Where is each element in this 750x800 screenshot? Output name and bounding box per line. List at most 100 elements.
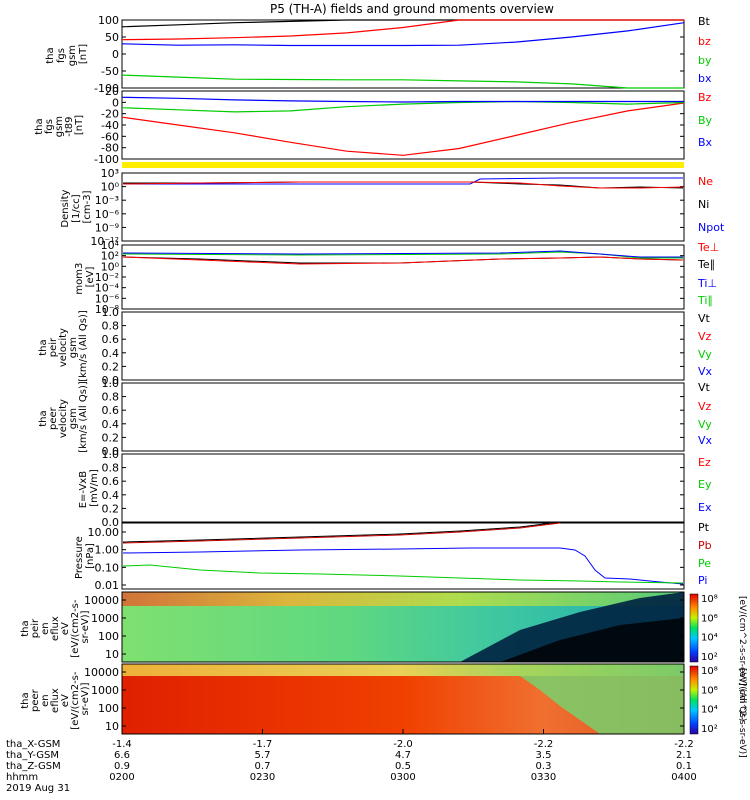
panel-9-ylabel-line: eflux: [50, 616, 61, 641]
series-bz: [121, 102, 685, 156]
legend-vx-e: Vx: [698, 434, 713, 447]
series-by: [121, 74, 684, 89]
legend-by: by: [698, 54, 712, 67]
density-ne: [122, 181, 684, 189]
panel-4-ylabel-line: [eV]: [85, 267, 96, 288]
xtick-label: 0.3: [536, 761, 552, 772]
panel-7-ylabel: E=-VxB [mV/m]: [78, 468, 100, 509]
panel-efield: 1.00.80.60.40.20.0 E=-VxB [mV/m] Ez Ey E…: [78, 448, 712, 529]
xtick-label: 2.1: [676, 750, 692, 761]
series-bt: [121, 19, 684, 28]
panel-9-ylabel-line: [eV/(cm2-s-: [70, 599, 81, 658]
panel-3-ylabel-line: [1/cc]: [71, 194, 82, 223]
panel-fgs-t89: 200-20-40-60-80-100 tha fgs gsm -t89 [nT…: [34, 85, 713, 166]
ytick-label: 10³: [101, 167, 119, 180]
colorbar-tick-label: 10²: [701, 724, 718, 735]
ytick-label: 0.6: [102, 333, 120, 346]
legend-pe: Pe: [698, 557, 711, 570]
ytick-label: 10⁻⁶: [95, 208, 120, 221]
legend-ni: Ni: [698, 198, 709, 211]
panel-10-ylabel-line: tha: [20, 692, 31, 708]
electron-green-region: [520, 676, 684, 734]
ytick-label: 0.4: [102, 489, 120, 502]
ytick-label: 10000: [84, 666, 119, 679]
ytick-label: 0: [112, 96, 119, 109]
legend-vz: Vz: [698, 330, 712, 343]
ytick-label: 100: [98, 14, 119, 27]
panel-9-ylabel: tha peir en eflux eV [eV/(cm2-s- sr-eV)]: [20, 596, 91, 657]
ytick-label: 0.8: [102, 391, 120, 404]
xtick-label: 0330: [531, 772, 556, 783]
ytick-label: 1000: [91, 684, 119, 697]
ion-dark-band: [500, 618, 684, 662]
legend-pi: Pi: [698, 574, 707, 587]
panel-4-ylabel: mom3 [eV]: [74, 259, 96, 294]
panel-10-ylabel-line: eflux: [50, 688, 61, 713]
panel-10-ylabel-line: eV: [60, 694, 71, 707]
legend-pb: Pb: [698, 539, 712, 552]
panel-8-yticks: 10.00 1.00 0.10 0.01: [88, 526, 684, 592]
ytick-label: -100: [94, 153, 119, 166]
xtick-label: -2.0: [393, 739, 413, 750]
panel-9-ylabel-line: eV: [60, 622, 71, 635]
ytick-label: 10⁻⁸: [95, 303, 120, 316]
ytick-label: 10⁻²: [95, 271, 119, 284]
ytick-label: 100: [98, 702, 119, 715]
panel-3-ylabel-line: [cm-3]: [82, 190, 93, 223]
panel-electron-spectrogram: 10000 1000 100 10 tha peer en eflux eV [eV/…: [20, 663, 747, 758]
ytick-label: 10⁻⁹: [95, 221, 119, 234]
panel-1-ylabel: tha fgs gsm [nT]: [45, 42, 89, 67]
x-axis: -1.4 -1.7 -2.0 -2.2 -2.2 6.6 5.7 4.7 3.5 2.1 0.9 0.…: [109, 729, 697, 783]
colorbar-tick-label: 10²: [701, 652, 718, 663]
ytick-label: 10⁰: [101, 181, 120, 194]
ytick-label: 0.2: [102, 431, 120, 444]
panel-1-series: [121, 19, 685, 89]
panel-5-ylabel-line: gsm: [68, 337, 79, 358]
legend-ne: Ne: [698, 175, 713, 188]
panel-6-ylabel: tha peer velocity gsm [km/s (All Qs)]: [38, 381, 89, 453]
temp-te-perp: [122, 256, 684, 265]
panel-5-ylabel-line: tha: [38, 339, 49, 355]
ytick-label: 10⁻¹²: [90, 235, 119, 248]
legend-ti-perp: Ti⊥: [697, 277, 717, 290]
panel-6-yticks: 1.00.80.60.40.20.0: [102, 377, 684, 458]
ytick-label: -40: [101, 119, 119, 132]
mode-bar: [122, 162, 684, 168]
series-bx: [121, 22, 685, 47]
ytick-label: 10⁻⁶: [95, 292, 120, 305]
colorbar-tick-label: 10⁶: [701, 613, 718, 624]
legend-ti-par: Ti∥: [697, 294, 713, 307]
xtick-label: 0200: [109, 772, 134, 783]
panel-6-ylabel-line: peer: [48, 406, 59, 430]
ytick-label: 0.2: [102, 360, 120, 373]
xtick-label: 0230: [250, 772, 275, 783]
ytick-label: 0: [112, 48, 119, 61]
ytick-label: 10⁻³: [95, 194, 119, 207]
panel-1-ylabel-line: [nT]: [78, 44, 89, 64]
ytick-label: 1.0: [102, 448, 120, 461]
ytick-label: 0.4: [102, 347, 120, 360]
legend-vy-e: Vy: [698, 418, 712, 431]
legend-ex: Ex: [698, 501, 712, 514]
panel-2-yticks: 200-20-40-60-80-100: [94, 85, 684, 166]
legend-bx: bx: [698, 72, 712, 85]
legend-by-t89: By: [698, 114, 713, 127]
legend-bx-t89: Bx: [698, 136, 713, 149]
xtick-label: 0.5: [395, 761, 411, 772]
panel-6-ylabel-line: gsm: [68, 408, 79, 429]
ytick-label: 0.6: [102, 475, 120, 488]
x-row-label-y: tha_Y-GSM: [6, 750, 59, 761]
legend-te-par: Te∥: [697, 258, 715, 271]
ytick-label: -50: [101, 65, 119, 78]
ytick-label: 0.01: [95, 579, 120, 592]
panel-10-ylabel-line: en: [40, 694, 51, 707]
panel-5-ylabel-line: peir: [48, 337, 59, 357]
panel-6-ylabel-line: velocity: [58, 399, 69, 438]
series-bx: [121, 96, 684, 103]
ytick-label: -20: [101, 108, 119, 121]
panel-8-ylabel: Pressure [nPa]: [74, 533, 96, 579]
panel-2-ylabel-line: [nT]: [74, 115, 85, 135]
